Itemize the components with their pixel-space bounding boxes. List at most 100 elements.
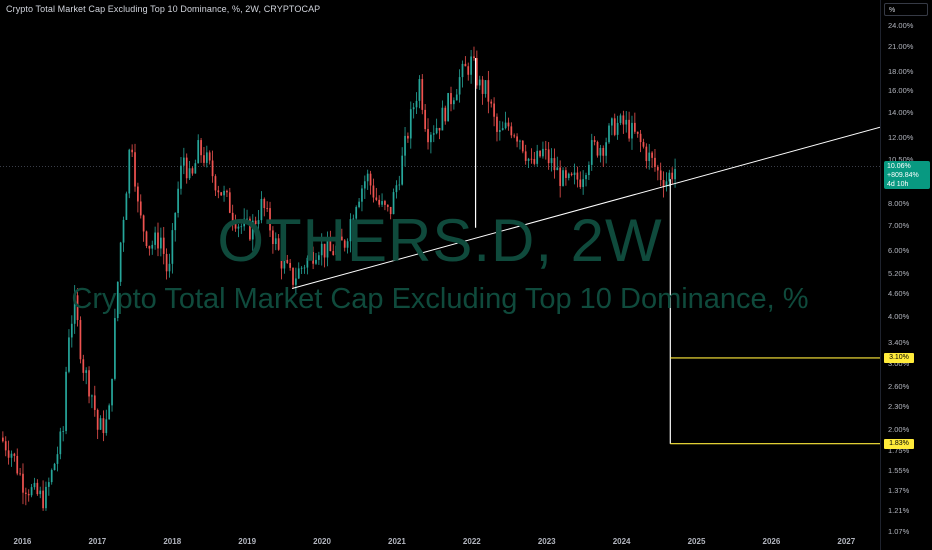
y-tick-label: 8.00% (888, 199, 910, 209)
candle-down (203, 155, 205, 163)
candle-down (576, 172, 579, 180)
candle-up (111, 378, 113, 406)
candle-up (315, 259, 317, 264)
candle-up (65, 371, 67, 432)
candle-up (114, 318, 116, 379)
candle-down (622, 115, 625, 125)
candle-up (182, 157, 185, 166)
candle-up (665, 181, 668, 187)
candle-up (352, 218, 355, 220)
x-tick-label: 2018 (163, 537, 182, 546)
y-tick-label: 1.55% (888, 466, 910, 476)
candle-up (363, 181, 366, 189)
candle-down (131, 149, 134, 153)
candle-up (625, 119, 628, 125)
scale-mode-button[interactable]: % (884, 3, 928, 16)
candle-down (148, 245, 151, 249)
y-tick-label: 2.00% (888, 424, 910, 434)
y-tick-label: 4.60% (888, 289, 910, 299)
candle-down (277, 238, 280, 250)
candle-down (254, 220, 257, 225)
candle-up (519, 140, 521, 142)
candle-down (481, 79, 484, 94)
candle-down (565, 170, 567, 178)
candle-up (461, 63, 464, 78)
candle-down (142, 215, 145, 232)
candle-up (418, 79, 421, 101)
x-tick-label: 2019 (238, 537, 257, 546)
x-tick-label: 2024 (612, 537, 631, 546)
candle-down (88, 370, 90, 397)
candle-up (116, 281, 119, 319)
candle-up (297, 268, 300, 279)
candle-up (335, 245, 337, 256)
candle-up (366, 173, 369, 182)
candle-down (544, 148, 547, 150)
candle-down (533, 159, 536, 164)
candle-down (427, 129, 429, 143)
candle-down (407, 135, 409, 139)
candle-up (501, 128, 504, 131)
candle-up (536, 150, 539, 164)
candle-down (642, 142, 645, 147)
candle-up (160, 237, 162, 249)
candle-up (171, 230, 174, 264)
candle-down (596, 141, 599, 156)
candle-up (154, 232, 156, 245)
candle-up (56, 454, 59, 464)
candle-down (13, 453, 16, 456)
candle-down (137, 186, 139, 202)
target-label-2: 1.83% (884, 438, 914, 449)
x-tick-label: 2023 (537, 537, 556, 546)
candle-down (263, 198, 266, 209)
candle-down (329, 240, 332, 252)
candle-up (478, 79, 481, 86)
candle-down (369, 173, 372, 186)
candle-down (559, 167, 562, 186)
candle-up (435, 127, 438, 134)
candle-down (530, 158, 533, 160)
candle-down (521, 140, 524, 152)
candle-up (415, 100, 418, 108)
candle-down (214, 176, 217, 191)
current-price-value: 10.06% (887, 163, 911, 170)
y-tick-label: 4.00% (888, 311, 910, 321)
candle-up (458, 77, 461, 95)
candle-up (453, 100, 455, 105)
candle-down (438, 127, 441, 131)
candle-up (398, 184, 401, 186)
candle-down (234, 220, 237, 229)
candle-up (381, 201, 383, 205)
candle-down (593, 140, 596, 142)
candle-down (579, 179, 582, 188)
candle-up (588, 164, 590, 176)
candle-down (378, 199, 381, 205)
candle-down (473, 56, 475, 59)
candle-down (645, 146, 648, 162)
candle-down (389, 206, 392, 215)
candle-up (441, 107, 444, 131)
price-scale[interactable] (880, 0, 932, 550)
y-tick-label: 2.60% (888, 382, 910, 392)
candle-up (611, 118, 613, 126)
candle-up (346, 241, 349, 248)
candle-up (122, 219, 125, 243)
candle-down (444, 107, 447, 122)
y-tick-label: 10.50% (888, 154, 914, 164)
candle-down (289, 262, 291, 268)
candle-up (631, 122, 633, 139)
candle-down (19, 473, 21, 475)
candle-down (220, 192, 223, 196)
candlestick-chart[interactable] (0, 0, 880, 550)
candle-down (272, 230, 274, 245)
x-tick-label: 2016 (13, 537, 32, 546)
watermark-symbol: OTHERS.D, 2W (217, 207, 663, 274)
candle-up (567, 173, 570, 178)
x-tick-label: 2017 (88, 537, 107, 546)
candle-up (504, 122, 507, 129)
candle-down (636, 131, 639, 134)
x-tick-label: 2027 (837, 537, 856, 546)
candle-up (455, 94, 458, 101)
candle-up (556, 167, 559, 171)
candle-down (157, 232, 159, 249)
